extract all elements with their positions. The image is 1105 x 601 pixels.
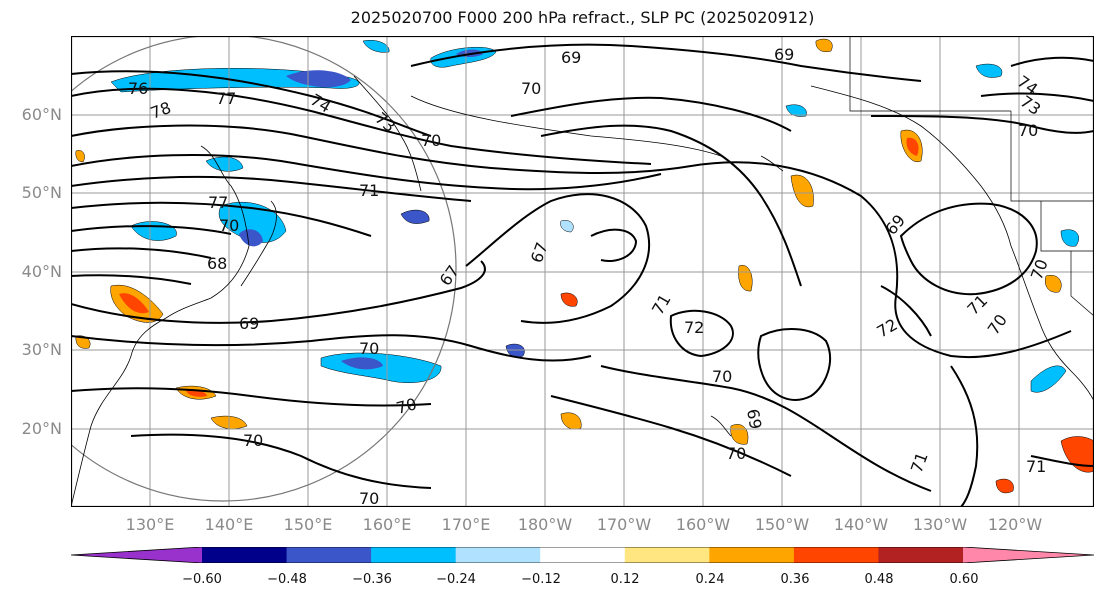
lon-label: 150°E xyxy=(283,515,333,534)
contour-label: 69 xyxy=(239,314,259,333)
colorbar-tick-label: 0.36 xyxy=(780,572,810,587)
map-panel: 76 78 77 74 73 71 77 70 68 69 70 70 70 7… xyxy=(71,36,1094,507)
colorbar-tick-label: −0.36 xyxy=(352,572,392,587)
map-frame xyxy=(71,36,1094,507)
contour-label: 70 xyxy=(359,339,379,358)
contour-label: 76 xyxy=(128,79,148,98)
contour-label: 70 xyxy=(726,444,746,463)
colorbar-extend-high xyxy=(963,547,1094,563)
lat-label-20n: 20°N xyxy=(21,419,62,438)
lon-label: 160°W xyxy=(675,515,731,534)
colorbar-cell xyxy=(371,547,457,563)
contour-label: 69 xyxy=(743,407,765,430)
boundaries xyxy=(849,36,1094,317)
coastlines xyxy=(71,75,1094,507)
lat-label-30n: 30°N xyxy=(21,340,62,359)
lon-label: 170°W xyxy=(596,515,652,534)
lon-label: 160°E xyxy=(362,515,412,534)
colorbar-tick-label: −0.12 xyxy=(521,572,561,587)
colorbar-cell xyxy=(793,547,879,563)
colorbar-tick-label: 0.60 xyxy=(949,572,979,587)
colorbar-cell xyxy=(624,547,710,563)
graticule xyxy=(71,36,1094,507)
refractivity-shading xyxy=(75,38,1094,494)
contour-label: 70 xyxy=(521,79,541,98)
contour-label: 70 xyxy=(243,431,263,450)
colorbar-cell xyxy=(709,547,795,563)
contour-label: 70 xyxy=(421,131,441,150)
range-ring xyxy=(71,36,457,502)
map-canvas: 76 78 77 74 73 71 77 70 68 69 70 70 70 7… xyxy=(71,36,1094,507)
colorbar-tick-label: −0.60 xyxy=(182,572,222,587)
colorbar-tick-label: 0.24 xyxy=(695,572,725,587)
lon-label: 130°W xyxy=(912,515,968,534)
contour-label: 71 xyxy=(1026,457,1046,476)
colorbar xyxy=(71,547,1094,563)
lon-label: 140°E xyxy=(204,515,254,534)
contour-label: 72 xyxy=(684,318,704,337)
lon-label: 140°W xyxy=(833,515,889,534)
lat-label-40n: 40°N xyxy=(21,262,62,281)
contour-label: 70 xyxy=(394,394,419,418)
map-title: 2025020700 F000 200 hPa refract., SLP PC… xyxy=(350,8,815,27)
contour-label: 69 xyxy=(561,48,581,67)
colorbar-cell xyxy=(540,547,626,563)
colorbar-cell xyxy=(455,547,541,563)
colorbar-tick-label: 0.12 xyxy=(610,572,640,587)
colorbar-tick-label: 0.48 xyxy=(864,572,894,587)
colorbar-tick-label: −0.24 xyxy=(436,572,476,587)
colorbar-cell xyxy=(286,547,372,563)
contour-label: 71 xyxy=(359,181,379,200)
lon-label: 130°E xyxy=(125,515,175,534)
lat-label-50n: 50°N xyxy=(21,183,62,202)
contour-label: 77 xyxy=(208,193,228,212)
colorbar-cell xyxy=(878,547,964,563)
contour-label: 77 xyxy=(216,89,236,108)
colorbar-tick-label: −0.48 xyxy=(267,572,307,587)
contour-label: 68 xyxy=(207,254,227,273)
contour-label: 70 xyxy=(1018,121,1038,140)
contour-label: 70 xyxy=(712,367,732,386)
lat-label-60n: 60°N xyxy=(21,105,62,124)
contour-label: 69 xyxy=(774,45,794,64)
lon-label: 170°E xyxy=(441,515,491,534)
lon-label: 180°W xyxy=(517,515,573,534)
contour-lines xyxy=(71,43,1094,507)
lon-label: 150°W xyxy=(754,515,810,534)
colorbar-cell xyxy=(202,547,288,563)
lon-label: 120°W xyxy=(987,515,1043,534)
contour-label: 70 xyxy=(219,216,239,235)
contour-label: 70 xyxy=(359,489,379,507)
colorbar-extend-low xyxy=(71,547,202,563)
